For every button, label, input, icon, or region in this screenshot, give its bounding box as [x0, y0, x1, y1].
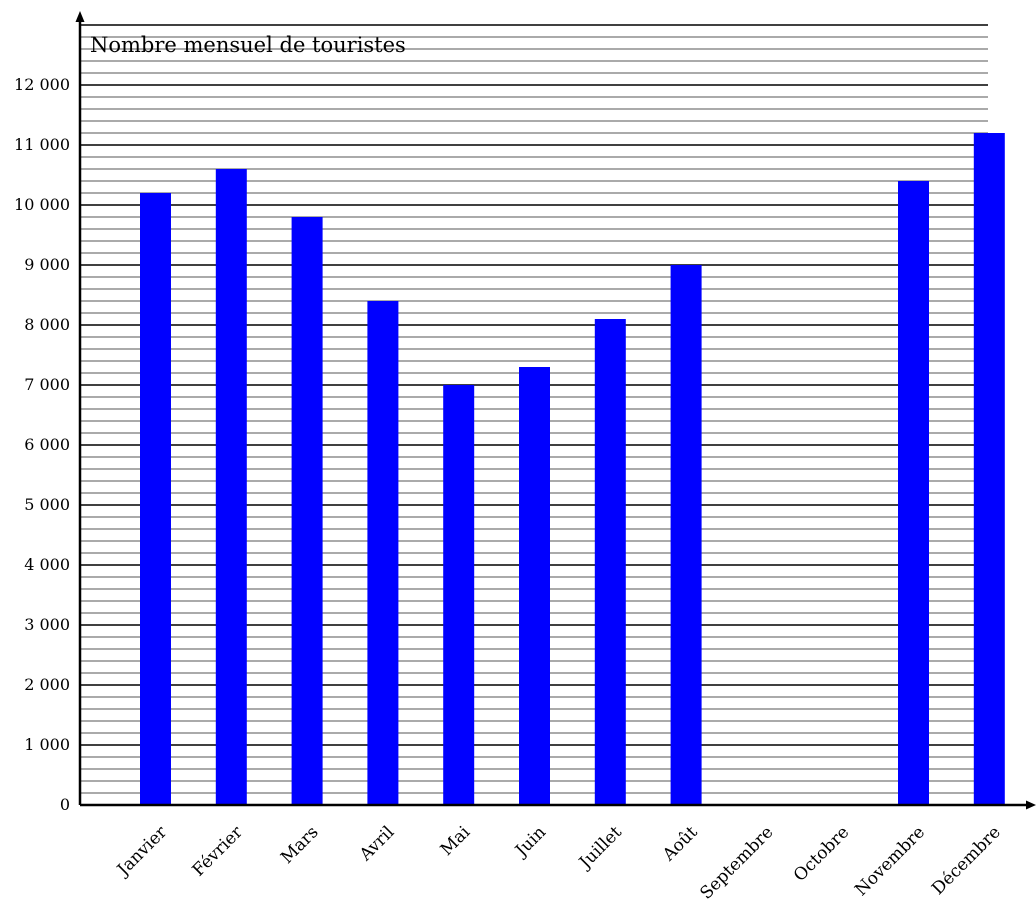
- x-tick-label: Août: [658, 822, 701, 865]
- x-tick-labels: Janvier Février Mars Avril Mai Juin Juillet Aoû…: [112, 822, 1005, 904]
- y-tick-label: 11 000: [14, 135, 70, 154]
- x-tick-label: Mars: [277, 822, 323, 868]
- y-tick-label: 1 000: [24, 735, 70, 754]
- x-tick-label: Octobre: [790, 822, 853, 885]
- bar-novembre: [898, 181, 929, 805]
- y-tick-labels: 0 1 000 2 000 3 000 4 000 5 000 6 000 7 000 8 00…: [14, 75, 70, 814]
- x-tick-label: Septembre: [696, 822, 777, 903]
- x-tick-label: Janvier: [112, 822, 171, 881]
- bar-juin: [519, 367, 550, 805]
- y-tick-label: 3 000: [24, 615, 70, 634]
- y-tick-label: 9 000: [24, 255, 70, 274]
- bar-août: [670, 265, 702, 805]
- bar-avril: [367, 301, 399, 805]
- y-tick-label: 12 000: [14, 75, 70, 94]
- bar-février: [215, 169, 247, 805]
- bar-décembre: [973, 133, 1005, 805]
- x-tick-label: Mai: [437, 822, 475, 860]
- y-tick-label: 6 000: [24, 435, 70, 454]
- x-tick-label: Novembre: [851, 822, 929, 900]
- axes: [75, 11, 1036, 810]
- x-tick-label: Février: [189, 822, 248, 881]
- x-tick-label: Juin: [510, 822, 550, 862]
- y-tick-label: 10 000: [14, 195, 70, 214]
- x-tick-label: Décembre: [928, 822, 1005, 899]
- chart-title: Nombre mensuel de touristes: [90, 33, 406, 57]
- bar-janvier: [140, 193, 171, 805]
- x-tick-label: Avril: [355, 822, 398, 865]
- y-tick-label: 0: [60, 795, 70, 814]
- y-tick-label: 8 000: [24, 315, 70, 334]
- x-tick-label: Juillet: [574, 822, 626, 874]
- y-tick-label: 4 000: [24, 555, 70, 574]
- y-tick-label: 7 000: [24, 375, 70, 394]
- y-axis-arrow-icon: [75, 11, 85, 22]
- bar-mars: [291, 217, 323, 805]
- bar-juillet: [594, 319, 626, 805]
- y-tick-label: 2 000: [24, 675, 70, 694]
- bars: [140, 133, 1005, 805]
- x-axis-arrow-icon: [1026, 800, 1036, 810]
- y-tick-label: 5 000: [24, 495, 70, 514]
- bar-mai: [443, 385, 475, 805]
